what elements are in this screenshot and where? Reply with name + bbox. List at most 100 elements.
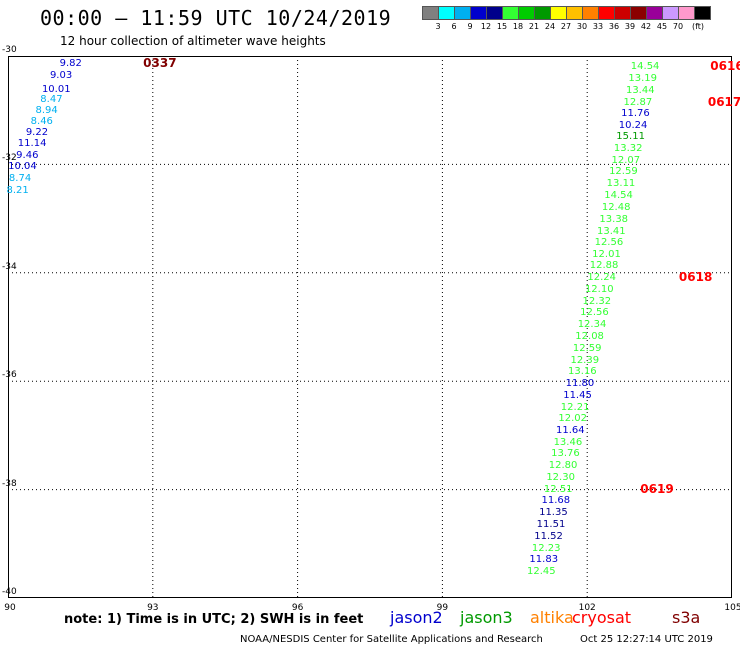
colorbar-label: 45 (656, 22, 668, 31)
wave-height-observation: 12.30 (546, 472, 575, 484)
colorbar-swatch (470, 6, 487, 20)
wave-height-colorbar (422, 6, 711, 20)
wave-height-observation: 10.04 (8, 161, 37, 173)
longitude-tick-label: 102 (578, 603, 596, 613)
longitude-tick-label: 93 (147, 603, 159, 613)
wave-height-observation: 13.41 (597, 225, 626, 237)
wave-height-observation: 8.21 (6, 185, 29, 197)
note-text: note: 1) Time is in UTC; 2) SWH is in fe… (64, 612, 364, 627)
wave-height-observation: 11.51 (536, 518, 566, 530)
colorbar-swatch (678, 6, 695, 20)
colorbar-label: 42 (640, 22, 652, 31)
wave-height-observation: 12.80 (548, 460, 578, 472)
wave-height-observation: 13.19 (628, 72, 658, 84)
wave-height-observation: 12.34 (577, 319, 607, 331)
wave-height-observation: 14.54 (604, 190, 633, 202)
colorbar-label: 27 (560, 22, 572, 31)
legend-item-jason3: jason3 (460, 608, 513, 627)
colorbar-label: 36 (608, 22, 620, 31)
wave-height-observation: 12.51 (543, 483, 573, 495)
longitude-tick-label: 105 (724, 603, 740, 613)
wave-height-observation: 9.46 (16, 149, 39, 161)
colorbar-unit: (ft) (691, 22, 705, 31)
colorbar-labels: 3 6 9 12 15 18 21 24 27 30 33 36 39 42 45 70 (ft) (422, 22, 740, 34)
wave-height-observation: 11.14 (17, 137, 47, 149)
wave-height-observation: 11.76 (621, 107, 650, 119)
wave-height-observation: 12.02 (558, 413, 588, 425)
wave-height-observation: 9.22 (25, 126, 49, 138)
latitude-tick-label: -34 (2, 261, 17, 272)
legend-item-cryosat: cryosat (572, 608, 632, 627)
colorbar-label: 12 (480, 22, 492, 31)
wave-height-observation: 13.44 (625, 84, 655, 96)
colorbar-swatch (662, 6, 679, 20)
wave-height-observation: 12.59 (609, 166, 638, 178)
wave-height-observation: 12.88 (589, 260, 619, 272)
footer-timestamp: Oct 25 12:27:14 UTC 2019 (580, 634, 713, 645)
colorbar-label: 33 (592, 22, 604, 31)
pass-time-label: 0617 (707, 94, 740, 109)
wave-height-observation: 12.23 (531, 542, 561, 554)
colorbar-swatch (582, 6, 599, 20)
map-subtitle: 12 hour collection of altimeter wave hei… (60, 34, 326, 48)
colorbar-label: 15 (496, 22, 508, 31)
wave-height-observation: 11.80 (565, 377, 595, 389)
wave-height-observation: 12.01 (592, 248, 621, 260)
wave-height-observation: 13.76 (551, 448, 580, 460)
wave-height-observation: 12.10 (584, 284, 614, 296)
colorbar-swatch (502, 6, 519, 20)
wave-height-observation: 10.01 (41, 83, 71, 95)
colorbar-label: 6 (451, 22, 457, 31)
longitude-tick-label: 99 (436, 603, 449, 613)
colorbar-swatch (630, 6, 647, 20)
wave-height-observation: 8.47 (40, 94, 63, 106)
latitude-tick-label: -32 (2, 153, 17, 164)
wave-height-observation: 12.24 (587, 272, 616, 284)
pass-time-label: 0618 (678, 270, 713, 285)
wave-height-observation: 15.11 (616, 131, 645, 143)
map-title: 00:00 — 11:59 UTC 10/24/2019 (40, 6, 392, 30)
map-gridlines (8, 56, 732, 598)
wave-height-observation: 11.35 (539, 507, 568, 519)
colorbar-swatch (454, 6, 471, 20)
wave-height-observation: 13.16 (568, 366, 597, 378)
colorbar-swatch (550, 6, 567, 20)
pass-time-label: 0616 (710, 58, 740, 73)
wave-height-observation: 13.46 (553, 436, 583, 448)
wave-height-observation: 13.38 (599, 213, 629, 225)
longitude-tick-label: 96 (291, 603, 304, 613)
wave-height-observation: 12.56 (580, 307, 609, 319)
latitude-tick-label: -40 (2, 587, 17, 597)
wave-height-observation: 12.45 (527, 565, 556, 577)
wave-height-observation: 10.24 (618, 119, 648, 131)
latitude-tick-label: -38 (2, 478, 17, 489)
footer-source: NOAA/NESDIS Center for Satellite Applica… (240, 634, 543, 645)
wave-height-observation: 11.68 (541, 495, 571, 507)
colorbar-label: 9 (467, 22, 473, 31)
colorbar-swatch (614, 6, 631, 20)
wave-height-observation: 14.54 (630, 60, 660, 72)
wave-height-observation: 12.39 (570, 354, 600, 366)
wave-height-observation: 8.74 (8, 172, 32, 184)
wave-height-observation: 12.56 (594, 236, 624, 248)
colorbar-swatch (598, 6, 615, 20)
wave-height-observation: 13.32 (613, 143, 643, 155)
legend-item-s3a: s3a (672, 608, 701, 627)
wave-height-observation: 12.59 (572, 342, 602, 354)
colorbar-swatch (438, 6, 455, 20)
colorbar-label: 70 (672, 22, 684, 31)
wave-height-observation: 12.48 (601, 201, 631, 213)
wave-height-observation: 12.07 (611, 155, 641, 167)
wave-height-observation: 11.83 (529, 553, 559, 565)
colorbar-label: 39 (624, 22, 636, 31)
pass-time-label: 0619 (640, 481, 674, 496)
colorbar-swatch (566, 6, 583, 20)
colorbar-swatch (534, 6, 551, 20)
wave-height-observation: 8.46 (30, 116, 53, 128)
wave-height-observation: 9.03 (49, 69, 73, 81)
wave-height-observation: 11.52 (534, 530, 563, 542)
colorbar-swatch (646, 6, 663, 20)
colorbar-swatch (486, 6, 503, 20)
latitude-tick-label: -36 (2, 370, 17, 381)
colorbar-label: 3 (435, 22, 441, 31)
